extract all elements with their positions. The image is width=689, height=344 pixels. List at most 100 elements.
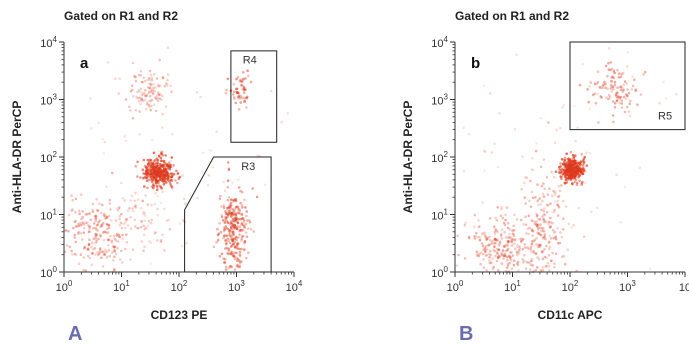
scatter-point	[515, 53, 518, 57]
scatter-point	[559, 126, 562, 130]
scatter-point	[233, 237, 237, 240]
scatter-point	[92, 247, 95, 251]
scatter-point	[515, 245, 519, 249]
scatter-point	[615, 91, 619, 94]
scatter-point	[239, 201, 242, 205]
scatter-point	[565, 181, 569, 184]
scatter-point	[96, 223, 100, 226]
scatter-point	[177, 177, 181, 180]
scatter-point	[95, 240, 99, 243]
scatter-point	[242, 224, 246, 228]
scatter-point	[144, 107, 148, 111]
scatter-point	[541, 257, 545, 261]
scatter-point	[235, 235, 238, 239]
scatter-point	[166, 78, 169, 82]
scatter-point	[530, 241, 534, 244]
scatter-point	[118, 235, 122, 239]
scatter-point	[114, 239, 118, 242]
scatter-point	[574, 166, 578, 170]
y-tick-label: 104	[40, 35, 57, 50]
scatter-point	[94, 253, 97, 256]
scatter-point	[230, 225, 233, 229]
scatter-point	[531, 156, 534, 160]
scatter-point	[616, 96, 619, 99]
scatter-point	[140, 220, 143, 223]
scatter-point	[172, 163, 175, 167]
scatter-point	[74, 211, 77, 214]
scatter-point	[483, 149, 486, 153]
scatter-point	[488, 238, 492, 242]
scatter-point	[147, 105, 151, 109]
scatter-point	[602, 83, 605, 87]
scatter-point	[548, 245, 552, 249]
scatter-point	[166, 73, 170, 76]
scatter-point	[535, 220, 538, 223]
y-tick-label: 100	[431, 265, 448, 280]
scatter-point	[93, 246, 97, 250]
scatter-point	[124, 139, 128, 143]
scatter-point	[570, 175, 574, 179]
scatter-point	[241, 229, 245, 232]
scatter-point	[535, 243, 538, 246]
scatter-point	[107, 223, 111, 227]
scatter-point	[549, 225, 552, 228]
scatter-point	[475, 231, 478, 235]
scatter-point	[496, 206, 499, 209]
scatter-point	[529, 263, 533, 267]
scatter-point	[236, 246, 239, 250]
scatter-point	[490, 240, 494, 243]
scatter-point	[222, 206, 226, 209]
scatter-point	[599, 95, 603, 98]
scatter-point	[455, 264, 459, 267]
chart-title: Gated on R1 and R2	[64, 9, 178, 23]
scatter-point	[493, 245, 496, 248]
scatter-point	[114, 77, 117, 80]
scatter-point	[549, 202, 552, 205]
scatter-point	[150, 83, 153, 86]
scatter-point	[623, 80, 627, 83]
scatter-point	[154, 86, 157, 89]
scatter-point	[107, 226, 111, 229]
scatter-point	[185, 241, 188, 245]
panel-b: Gated on R1 and R2 100 101 102 103 10 100 101 10…	[345, 0, 689, 344]
scatter-point	[548, 234, 552, 238]
scatter-point	[492, 248, 495, 251]
scatter-point	[247, 74, 250, 78]
scatter-point	[140, 219, 143, 223]
scatter-point	[553, 262, 556, 265]
scatter-point	[209, 149, 213, 152]
scatter-point	[500, 251, 503, 255]
scatter-point	[467, 132, 471, 136]
scatter-point	[498, 255, 502, 259]
scatter-point	[117, 208, 120, 212]
scatter-point	[148, 240, 151, 243]
scatter-point	[630, 88, 634, 91]
scatter-point	[484, 249, 487, 253]
scatter-point	[527, 247, 531, 251]
scatter-point	[234, 198, 238, 201]
scatter-point	[544, 265, 548, 268]
scatter-point	[233, 212, 236, 215]
scatter-point	[506, 263, 510, 266]
scatter-point	[610, 67, 614, 71]
scatter-point	[156, 194, 159, 198]
scatter-point	[232, 242, 235, 246]
scatter-point	[589, 81, 593, 84]
scatter-point	[539, 165, 543, 169]
scatter-point	[239, 84, 243, 87]
scatter-point	[532, 220, 536, 223]
scatter-point	[513, 239, 516, 242]
scatter-point	[240, 247, 243, 251]
scatter-point	[554, 170, 558, 173]
scatter-point	[232, 213, 236, 217]
scatter-point	[235, 264, 239, 268]
scatter-point	[170, 132, 174, 136]
scatter-point	[219, 230, 223, 234]
scatter-point	[557, 205, 561, 209]
scatter-point	[531, 229, 535, 233]
scatter-point	[528, 199, 531, 203]
figure-label: B	[459, 323, 473, 344]
scatter-point	[531, 264, 534, 267]
scatter-point	[626, 88, 629, 91]
scatter-point	[156, 207, 159, 211]
